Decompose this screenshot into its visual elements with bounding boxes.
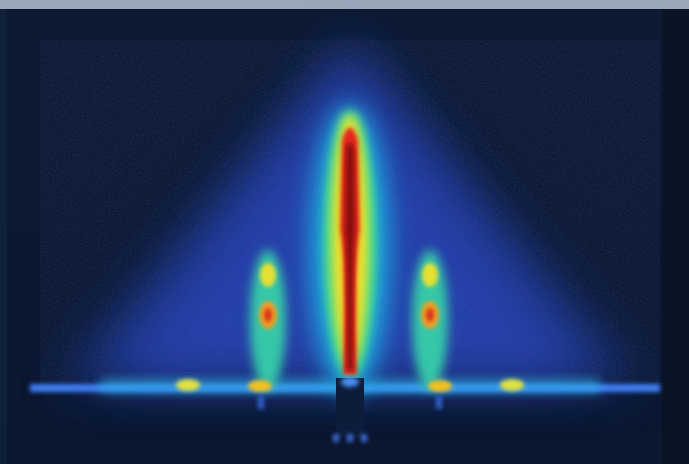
horizon-spot [428, 380, 452, 392]
scattering-image [0, 0, 689, 464]
beam-stop-mark [347, 434, 353, 442]
beam-stop-edge [341, 377, 359, 387]
beam-stop-mark [361, 434, 367, 442]
page [0, 0, 689, 464]
rod-shadow [258, 395, 264, 409]
horizon-spot [176, 379, 200, 391]
right-spot-core [426, 308, 434, 322]
top-strip [0, 0, 689, 9]
left-edge [0, 9, 7, 464]
horizon-spot [500, 379, 524, 391]
horizon-spot [248, 380, 272, 392]
beam-stop-mark [333, 434, 339, 442]
rod-shadow [436, 395, 442, 409]
left-spot-upper [260, 263, 276, 287]
right-spot-upper [422, 263, 438, 287]
left-spot-core [264, 308, 272, 322]
right-edge [662, 9, 689, 464]
